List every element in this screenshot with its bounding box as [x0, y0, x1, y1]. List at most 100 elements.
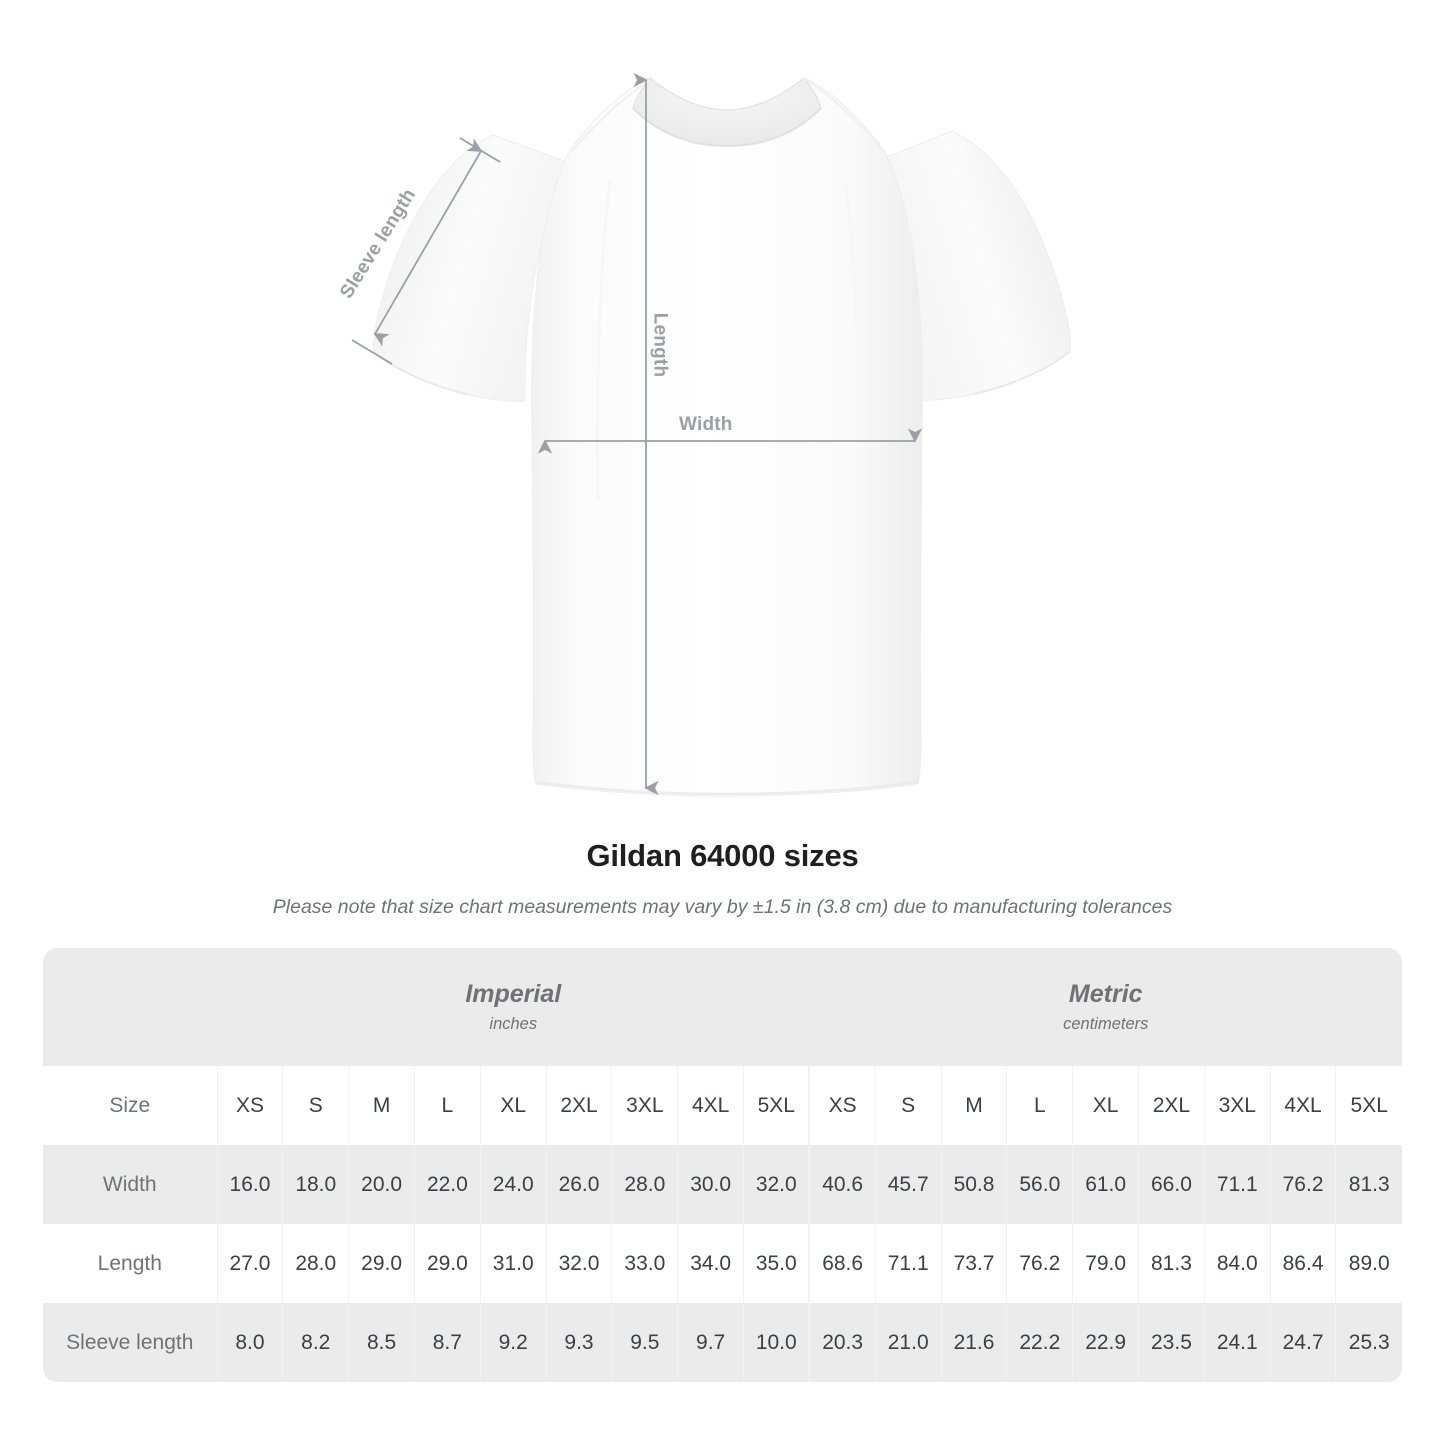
measurement-cell: 24.7	[1269, 1303, 1336, 1382]
row-header: Sleeve length	[43, 1303, 218, 1382]
unit-name: Imperial	[465, 979, 562, 1008]
measurement-cell: 32.0	[545, 1224, 612, 1303]
measurement-cell: 79.0	[1072, 1224, 1139, 1303]
measurement-cell: 9.7	[677, 1303, 744, 1382]
measurement-cell: 76.2	[1006, 1224, 1073, 1303]
table-row: Sleeve length 8.0 8.2 8.5 8.7 9.2 9.3 9.5 9.7 10.…	[43, 1303, 1402, 1382]
measurement-cell: 45.7	[874, 1145, 942, 1224]
table-row: Size XS S M L XL 2XL 3XL 4XL 5XL XS S M L XL 2XL 3XL 4XL 5…	[43, 1066, 1402, 1145]
tshirt-bottom-hem	[535, 780, 919, 796]
unit-subtitle: inches	[489, 1015, 538, 1034]
measurement-cell: 66.0	[1138, 1145, 1205, 1224]
measurement-cell: 21.6	[940, 1303, 1007, 1382]
size-header-cell: M	[348, 1066, 415, 1145]
size-header-cell: XL	[479, 1066, 547, 1145]
tshirt-illustration	[351, 72, 1071, 797]
size-header-cell: 3XL	[1203, 1066, 1271, 1145]
measurement-cell: 29.0	[348, 1224, 415, 1303]
size-header-cell: L	[1006, 1066, 1073, 1145]
measurement-cell: 20.0	[348, 1145, 415, 1224]
measurement-cell: 50.8	[940, 1145, 1007, 1224]
unit-header-spacer	[43, 948, 218, 1066]
measurement-cell: 35.0	[743, 1224, 810, 1303]
row-header: Size	[43, 1066, 218, 1145]
measurement-cell: 71.1	[1203, 1145, 1271, 1224]
measurement-cell: 21.0	[874, 1303, 942, 1382]
tolerance-note: Please note that size chart measurements…	[272, 896, 1173, 918]
measurement-cell: 16.0	[216, 1145, 283, 1224]
measurement-cell: 22.0	[413, 1145, 481, 1224]
sleeve-measure-line	[373, 138, 483, 347]
row-header: Length	[43, 1224, 218, 1303]
measurement-cell: 86.4	[1269, 1224, 1336, 1303]
measurement-cell: 22.9	[1072, 1303, 1139, 1382]
measurement-cell: 32.0	[743, 1145, 810, 1224]
measurement-cell: 9.2	[479, 1303, 547, 1382]
table-row: Width 16.0 18.0 20.0 22.0 24.0 26.0 28.0 30.0 32.…	[43, 1145, 1402, 1224]
measurement-cell: 25.3	[1335, 1303, 1402, 1382]
measurement-cell: 28.0	[282, 1224, 349, 1303]
measurement-cell: 18.0	[282, 1145, 349, 1224]
measurement-cell: 8.7	[413, 1303, 481, 1382]
measurement-cell: 33.0	[611, 1224, 678, 1303]
measurement-cell: 22.2	[1006, 1303, 1073, 1382]
width-label: Width	[679, 414, 733, 435]
measurement-cell: 10.0	[743, 1303, 810, 1382]
unit-subtitle: centimeters	[1063, 1015, 1149, 1034]
measurement-cell: 9.5	[611, 1303, 678, 1382]
size-chart-table: Imperial inches Metric centimeters Size XS S M L…	[43, 948, 1402, 1382]
measurement-cell: 8.0	[216, 1303, 283, 1382]
tshirt-right-shoulder-seam	[803, 77, 884, 151]
measurement-cell: 27.0	[216, 1224, 283, 1303]
measurement-cell: 8.5	[348, 1303, 415, 1382]
unit-header-row: Imperial inches Metric centimeters	[43, 948, 1402, 1066]
size-header-cell: XS	[808, 1066, 876, 1145]
sleeve-tick-top	[459, 137, 501, 163]
table-row: Length 27.0 28.0 29.0 29.0 31.0 32.0 33.0 34.0 35…	[43, 1224, 1402, 1303]
measurement-cell: 81.3	[1138, 1224, 1205, 1303]
size-header-cell: 3XL	[611, 1066, 678, 1145]
size-header-cell: 5XL	[1335, 1066, 1402, 1145]
measurement-cell: 71.1	[874, 1224, 942, 1303]
measurement-cell: 61.0	[1072, 1145, 1139, 1224]
measurement-cell: 24.0	[479, 1145, 547, 1224]
size-header-cell: L	[413, 1066, 481, 1145]
page-title: Gildan 64000 sizes	[586, 838, 859, 873]
tshirt-body	[531, 77, 923, 797]
measurement-cell: 81.3	[1335, 1145, 1402, 1224]
title-block: Gildan 64000 sizes Please note that size…	[0, 838, 1445, 919]
size-header-cell: 5XL	[743, 1066, 810, 1145]
measurement-cell: 9.3	[545, 1303, 612, 1382]
size-header-cell: S	[874, 1066, 942, 1145]
measurement-cell: 89.0	[1335, 1224, 1402, 1303]
size-header-cell: 4XL	[677, 1066, 744, 1145]
measurement-cell: 8.2	[282, 1303, 349, 1382]
measurement-cell: 30.0	[677, 1145, 744, 1224]
length-label: Length	[649, 312, 671, 378]
measurement-cell: 40.6	[808, 1145, 876, 1224]
size-chart-table-wrapper: Imperial inches Metric centimeters Size XS S M L…	[43, 948, 1402, 1382]
measurement-cell: 76.2	[1269, 1145, 1336, 1224]
size-header-cell: 2XL	[545, 1066, 612, 1145]
measurement-cell: 23.5	[1138, 1303, 1205, 1382]
unit-name: Metric	[1068, 979, 1143, 1008]
measurement-cell: 31.0	[479, 1224, 547, 1303]
size-header-cell: S	[282, 1066, 349, 1145]
tshirt-diagram: Sleeve length Length Width	[336, 72, 1071, 797]
sleeve-tick-bottom	[351, 339, 393, 365]
size-header-cell: M	[940, 1066, 1007, 1145]
measurement-cell: 68.6	[808, 1224, 876, 1303]
measurement-cell: 84.0	[1203, 1224, 1271, 1303]
size-header-cell: 4XL	[1269, 1066, 1336, 1145]
measurement-cell: 73.7	[940, 1224, 1007, 1303]
measurement-cell: 34.0	[677, 1224, 744, 1303]
measurement-cell: 26.0	[545, 1145, 612, 1224]
size-header-cell: XL	[1072, 1066, 1139, 1145]
size-header-cell: 2XL	[1138, 1066, 1205, 1145]
measurement-cell: 28.0	[611, 1145, 678, 1224]
size-header-cell: XS	[216, 1066, 283, 1145]
measurement-cell: 29.0	[413, 1224, 481, 1303]
unit-header-metric: Metric centimeters	[809, 948, 1402, 1066]
measurement-cell: 24.1	[1203, 1303, 1271, 1382]
unit-header-imperial: Imperial inches	[217, 948, 810, 1066]
